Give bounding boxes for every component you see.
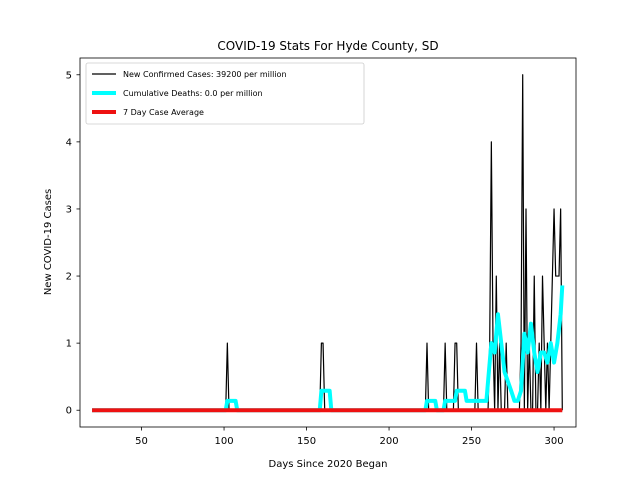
x-tick-label: 200	[380, 436, 399, 447]
y-tick-label: 0	[66, 406, 72, 417]
x-tick-label: 50	[135, 436, 148, 447]
axis-ticks: 50 100 150 200 250 300 0 1 2 3 4 5	[66, 70, 564, 447]
chart-title: COVID-19 Stats For Hyde County, SD	[217, 39, 438, 53]
plot-frame	[79, 57, 577, 428]
y-tick-label: 2	[66, 272, 72, 283]
plot-area	[92, 74, 565, 413]
x-axis-label: Days Since 2020 Began	[269, 459, 388, 470]
legend-label-7-day-average: 7 Day Case Average	[123, 108, 204, 117]
y-tick-label: 1	[66, 339, 72, 350]
legend: New Confirmed Cases: 39200 per million C…	[85, 62, 365, 125]
y-tick-label: 5	[66, 70, 72, 81]
x-tick-label: 100	[215, 436, 234, 447]
x-tick-label: 250	[462, 436, 481, 447]
legend-label-cumulative-deaths: Cumulative Deaths: 0.0 per million	[123, 89, 263, 98]
x-tick-label: 300	[545, 436, 564, 447]
y-tick-label: 3	[66, 204, 72, 215]
y-tick-label: 4	[66, 137, 72, 148]
y-axis-label: New COVID-19 Cases	[43, 189, 54, 295]
legend-box	[85, 62, 365, 125]
x-tick-label: 150	[297, 436, 316, 447]
legend-label-new-cases: New Confirmed Cases: 39200 per million	[123, 70, 287, 79]
series-line-cumulative-deaths	[92, 285, 565, 413]
